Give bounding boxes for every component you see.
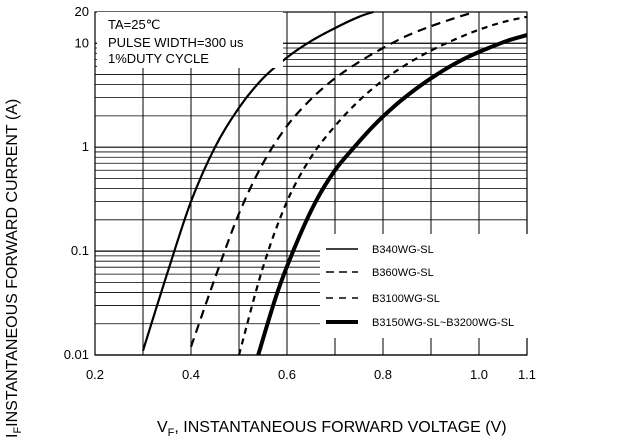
x-tick-label: 0.4 [182,367,200,382]
series-line-0 [141,10,374,352]
series-line-3 [256,33,528,356]
y-axis-symbol: I [4,434,21,438]
x-axis-subscript: F [168,427,175,439]
y-axis-title: IFINSTANTANEOUS FORWARD CURRENT (A) [4,99,24,438]
y-tick-label: 1 [82,139,89,154]
condition-pulse-width: PULSE WIDTH=300 us [108,35,244,50]
x-tick-label: 0.6 [278,367,296,382]
legend-label-b3100: B3100WG-SL [372,293,440,305]
y-tick-label: 20 [75,4,89,19]
x-axis-title: VF, INSTANTANEOUS FORWARD VOLTAGE (V) [157,419,507,439]
plot-frame [94,11,528,356]
x-axis-text: , INSTANTANEOUS FORWARD VOLTAGE (V) [174,419,506,436]
series-line-1 [189,10,475,348]
condition-duty-cycle: 1%DUTY CYCLE [108,51,209,66]
condition-temperature: TA=25℃ [108,17,160,32]
y-axis-subscript: F [12,427,24,434]
legend-label-b340: B340WG-SL [372,244,434,256]
y-tick-label: 10 [75,35,89,50]
chart-tick-labels: 0.2 0.4 0.6 0.8 1.0 1.1 0.01 0.1 1 10 20 [64,4,536,382]
conditions-box [97,12,283,68]
y-tick-label: 0.1 [71,243,89,258]
legend-label-b3150: B3150WG-SL~B3200WG-SL [372,317,514,329]
y-axis-text: INSTANTANEOUS FORWARD CURRENT (A) [4,99,21,427]
x-axis-symbol: V [157,419,168,436]
x-tick-label: 0.2 [86,367,104,382]
x-tick-label: 0.8 [374,367,392,382]
legend-label-b360: B360WG-SL [372,267,434,279]
x-tick-label: 1.1 [518,367,536,382]
legend: B340WG-SL B360WG-SL B3100WG-SL B3150WG-S… [320,234,542,338]
y-tick-label: 0.01 [64,347,89,362]
x-tick-label: 1.0 [470,367,488,382]
chart-curves [141,10,528,356]
